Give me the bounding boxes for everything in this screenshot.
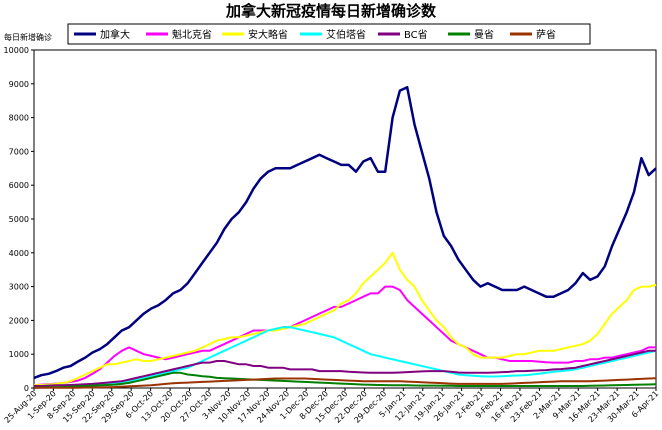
legend-label-1: 魁北克省 (172, 28, 212, 41)
legend-label-5: 曼省 (474, 28, 494, 41)
legend-label-2: 安大略省 (248, 28, 288, 41)
y-tick-label: 10000 (4, 46, 29, 55)
series-line-2 (33, 251, 657, 387)
legend-label-3: 艾伯塔省 (326, 28, 366, 41)
y-tick-label: 2000 (9, 316, 29, 325)
y-tick-label: 5000 (9, 215, 29, 224)
chart-title: 加拿大新冠疫情每日新增确诊数 (225, 2, 437, 20)
legend-label-4: BC省 (404, 28, 428, 41)
y-tick-label: 7000 (9, 147, 29, 156)
y-tick-label: 9000 (9, 80, 29, 89)
y-tick-label: 3000 (9, 283, 29, 292)
series-line-1 (33, 285, 656, 387)
legend-label-6: 萨省 (536, 28, 556, 41)
plot-frame (33, 49, 657, 389)
series-line-5 (33, 371, 657, 389)
y-tick-label: 6000 (9, 181, 29, 190)
legend-box (67, 23, 591, 45)
y-axis-label: 每日新增确诊 (4, 32, 52, 42)
y-tick-label: 0 (24, 384, 29, 393)
legend-label-0: 加拿大 (100, 28, 130, 41)
y-tick-label: 1000 (9, 350, 29, 359)
series-line-4 (34, 349, 656, 387)
series-line-6 (34, 377, 657, 389)
y-tick-label: 4000 (9, 249, 29, 258)
legend: 加拿大 魁北克省 安大略省 艾伯塔省 BC省 曼省 萨省 (67, 23, 591, 45)
series-line-0 (33, 85, 657, 380)
y-tick-label: 8000 (9, 114, 29, 123)
plot-area (33, 85, 657, 389)
series-line-3 (34, 326, 657, 387)
